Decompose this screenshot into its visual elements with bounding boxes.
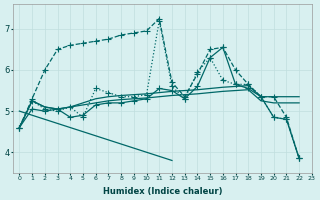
X-axis label: Humidex (Indice chaleur): Humidex (Indice chaleur) — [103, 187, 222, 196]
